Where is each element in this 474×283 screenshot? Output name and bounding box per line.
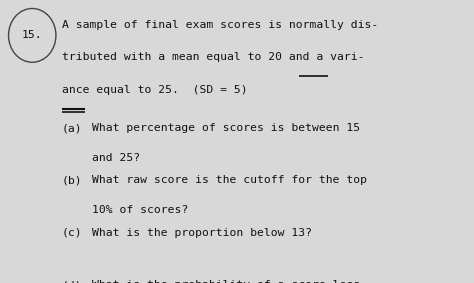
Text: What is the probability of a score less: What is the probability of a score less [92, 280, 361, 283]
Text: 15.: 15. [22, 30, 43, 40]
Text: ance equal to 25.  (SD = 5): ance equal to 25. (SD = 5) [62, 85, 247, 95]
Text: (a): (a) [62, 123, 82, 133]
Text: (b): (b) [62, 175, 82, 185]
Text: What raw score is the cutoff for the top: What raw score is the cutoff for the top [92, 175, 367, 185]
Text: What percentage of scores is between 15: What percentage of scores is between 15 [92, 123, 361, 133]
Text: tributed with a mean equal to 20 and a vari-: tributed with a mean equal to 20 and a v… [62, 52, 364, 62]
Text: 10% of scores?: 10% of scores? [92, 205, 189, 215]
Text: and 25?: and 25? [92, 153, 141, 163]
Text: (c): (c) [62, 228, 82, 238]
Text: What is the proportion below 13?: What is the proportion below 13? [92, 228, 312, 238]
Text: (d): (d) [62, 280, 82, 283]
Text: A sample of final exam scores is normally dis-: A sample of final exam scores is normall… [62, 20, 378, 30]
